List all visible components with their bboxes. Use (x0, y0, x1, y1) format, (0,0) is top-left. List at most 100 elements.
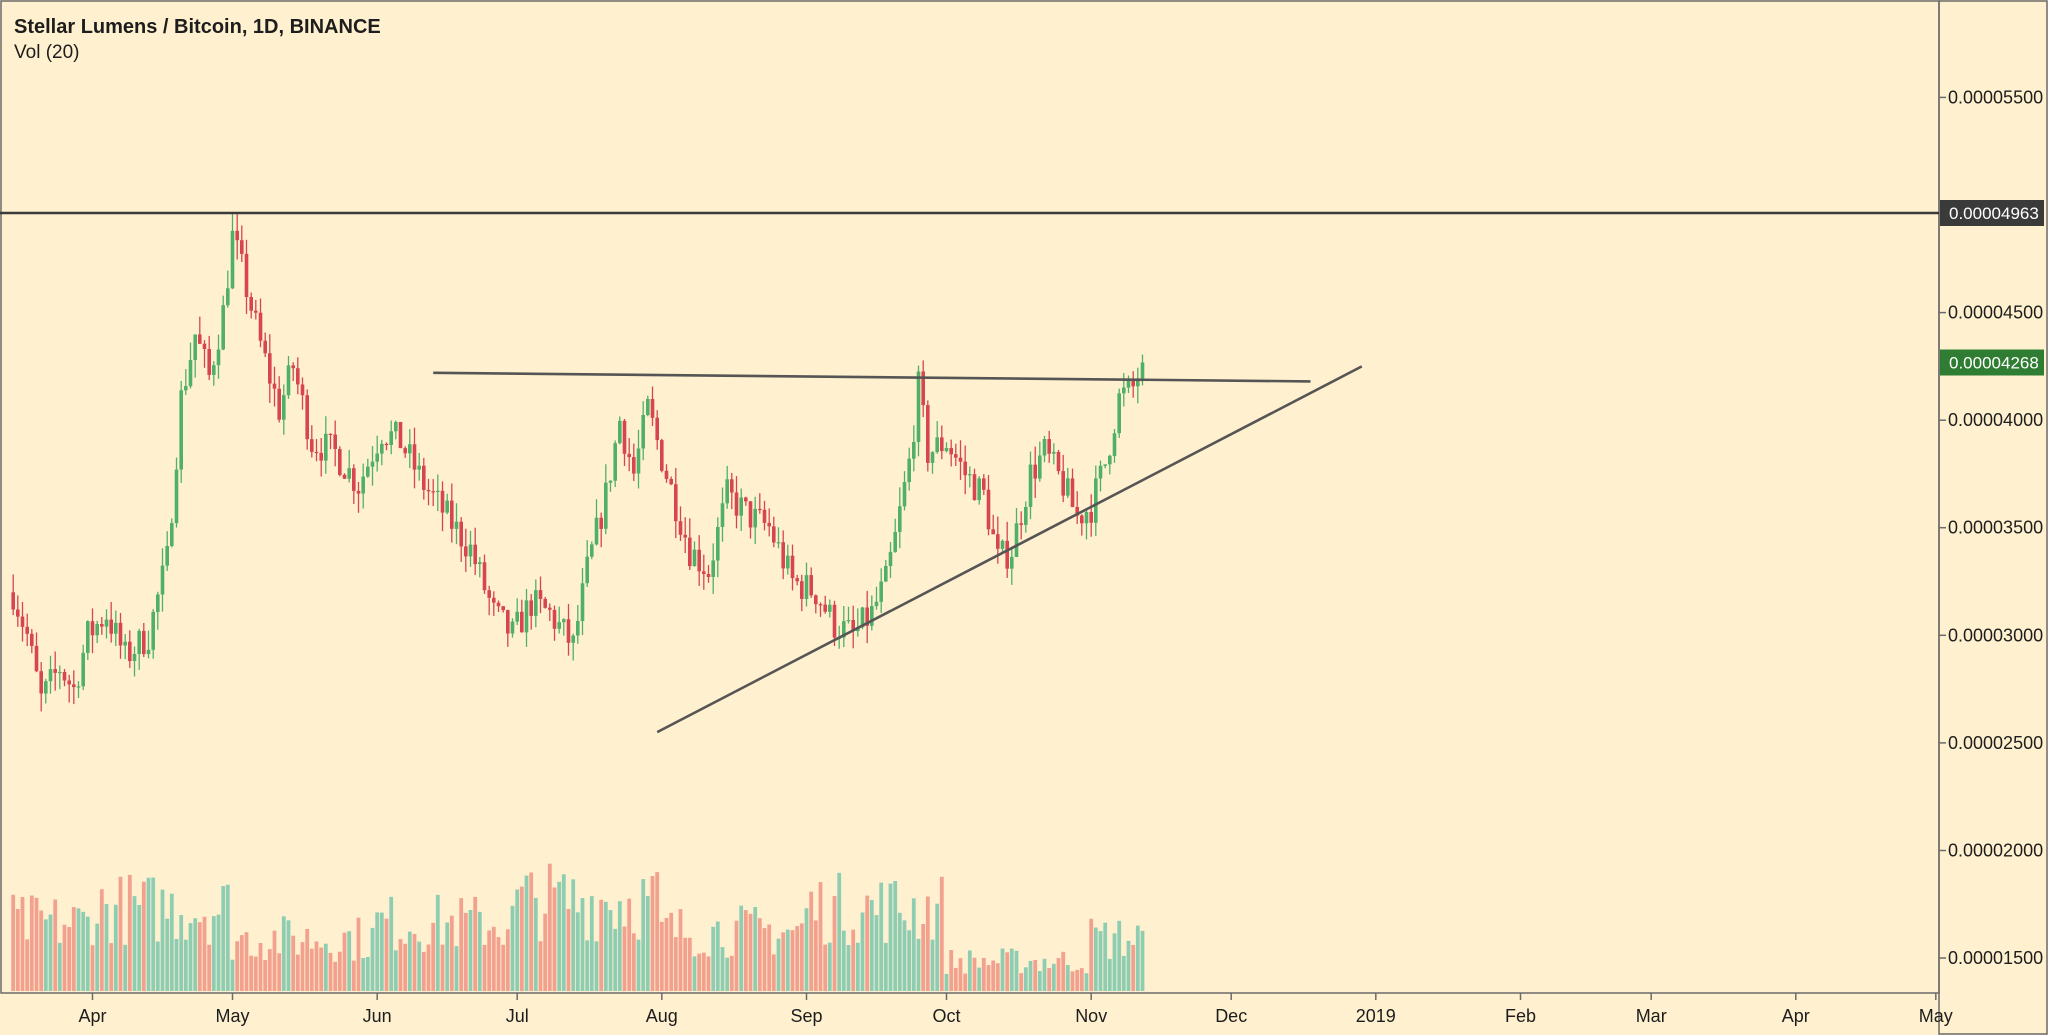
volume-bar (193, 918, 198, 991)
volume-bar (1121, 955, 1126, 991)
volume-bar (426, 944, 431, 991)
volume-bar (57, 942, 62, 991)
volume-bar (216, 914, 221, 991)
volume-bar (1107, 958, 1112, 991)
volume-bar (379, 912, 384, 991)
resistance-price-tag[interactable] (1940, 200, 2044, 226)
volume-bar (561, 874, 566, 991)
symbol-title[interactable]: Stellar Lumens / Bitcoin, 1D, BINANCE (14, 16, 381, 38)
volume-bar (197, 922, 202, 991)
candle-body (1000, 540, 1005, 549)
candle-body (356, 490, 361, 494)
candle-body (846, 620, 851, 622)
candle-body (501, 606, 505, 611)
volume-indicator-label[interactable]: Vol (20) (14, 42, 80, 63)
candle-body (370, 461, 375, 467)
x-tick-label: May (1919, 1006, 1953, 1026)
candle-body (1136, 378, 1140, 387)
candle-body (58, 672, 62, 674)
candle-body (188, 360, 193, 387)
candle-body (366, 466, 370, 477)
volume-bar (571, 879, 576, 991)
volume-bar (888, 883, 893, 991)
candle-body (282, 395, 286, 420)
candle-body (249, 297, 253, 311)
candle-body (1117, 393, 1121, 434)
volume-bar (664, 917, 669, 991)
volume-bar (407, 931, 412, 991)
candle-body (772, 526, 776, 543)
candle-body (1056, 451, 1061, 472)
candle-body (244, 253, 249, 297)
volume-bar (575, 912, 580, 991)
candle-body (104, 619, 109, 627)
candle-body (62, 672, 67, 681)
candle-body (636, 448, 641, 474)
volume-bar (43, 919, 48, 991)
candle-body (1070, 478, 1075, 507)
volume-bar (225, 884, 230, 991)
candle-body (459, 521, 463, 547)
volume-bar (757, 918, 762, 991)
volume-bar (580, 898, 585, 991)
volume-bar (440, 944, 445, 991)
volume-bar (650, 876, 655, 991)
volume-bar (123, 944, 128, 991)
candle-body (888, 551, 893, 566)
volume-bar (874, 915, 879, 991)
candle-body (1005, 540, 1009, 569)
candle-body (426, 489, 431, 492)
candle-body (254, 310, 258, 313)
candle-body (342, 474, 347, 479)
volume-bar (673, 937, 678, 991)
volume-bar (785, 929, 790, 991)
last-price-tag[interactable] (1940, 349, 2044, 376)
candle-body (1014, 523, 1019, 557)
x-tick-label: Aug (646, 1006, 678, 1026)
volume-bar (925, 896, 930, 991)
volume-bar (258, 943, 263, 991)
candle-body (1061, 471, 1065, 496)
candle-body (804, 575, 809, 599)
candle-body (347, 468, 351, 479)
candle-body (958, 457, 963, 462)
candle-body (879, 581, 883, 602)
candle-body (594, 517, 599, 545)
volume-bar (827, 942, 832, 991)
candle-body (300, 384, 305, 396)
candle-body (1112, 433, 1117, 456)
volume-bar (99, 889, 104, 991)
trendline[interactable] (433, 371, 1311, 383)
candle-body (912, 442, 916, 459)
candle-body (403, 448, 407, 454)
candle-body (338, 449, 342, 475)
volume-bar (403, 943, 408, 991)
volume-bar (351, 960, 356, 991)
volume-bar (515, 889, 520, 991)
candle-body (286, 365, 291, 396)
volume-bar (384, 918, 389, 991)
volume-bar (1023, 967, 1028, 991)
volume-bar (851, 929, 856, 991)
price-axis[interactable]: 0.00005500 0.00004500 0.00004000 0.00003500… (1939, 87, 2043, 968)
candle-body (389, 431, 393, 445)
candle-body (1108, 455, 1112, 465)
volume-bar (211, 916, 216, 991)
trendline[interactable] (656, 365, 1363, 734)
candle-body (669, 479, 673, 485)
candle-body (902, 482, 907, 507)
volume-bar (468, 910, 473, 991)
candle-body (823, 604, 827, 612)
candle-body (711, 560, 715, 577)
volume-bar (986, 965, 991, 991)
candle-body (940, 437, 944, 452)
volume-bar (678, 909, 683, 991)
candle-body (76, 686, 81, 688)
candle-body (832, 604, 837, 638)
candle-body (655, 417, 659, 441)
time-axis[interactable]: Apr May Jun Jul Aug Sep Oct Nov Dec 2019 Feb Mar Apr… (78, 993, 1953, 1026)
volume-bar (1047, 968, 1052, 991)
candle-body (398, 422, 403, 449)
x-tick-label: May (215, 1006, 249, 1026)
